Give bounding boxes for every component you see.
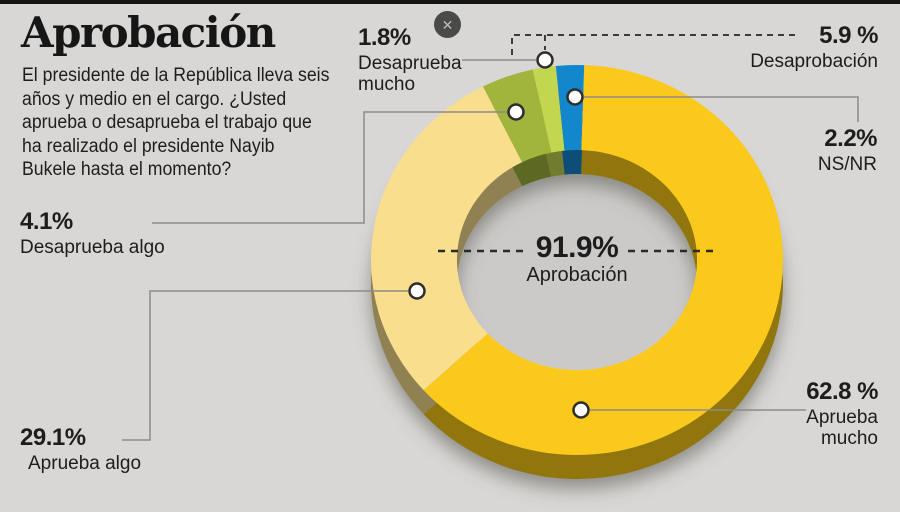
description-line: ha realizado el presidente Nayib	[22, 135, 275, 157]
callout-value: 4.1%	[20, 208, 73, 235]
pie-segment	[532, 66, 565, 153]
callout-desaprueba-mucho: 1.8% Desaprueba mucho	[358, 24, 470, 96]
callout-label: Desaprueba mucho	[358, 53, 462, 95]
leader-line	[122, 290, 408, 441]
donut-hole	[457, 150, 697, 370]
leader-dot	[566, 88, 584, 106]
callout-value: 62.8 %	[806, 378, 878, 405]
disapproval-bracket	[511, 34, 800, 55]
callout-center-total: 91.9% Aprobación	[477, 231, 677, 287]
callout-value: 29.1%	[20, 424, 86, 451]
page-title: Aprobación	[21, 8, 276, 57]
center-total-value: 91.9%	[535, 231, 619, 264]
close-button[interactable]: ✕	[434, 11, 461, 38]
leader-dot	[507, 103, 525, 121]
pie-segment	[555, 64, 585, 151]
pie-segment	[370, 86, 523, 391]
description-line: años y medio en el cargo. ¿Usted	[22, 88, 287, 110]
callout-label: Desaprobación	[750, 51, 878, 72]
top-border-bar	[0, 0, 900, 4]
callout-value: 1.8%	[358, 24, 411, 51]
callout-desaprueba-algo: 4.1% Desaprueba algo	[20, 208, 200, 259]
callout-desaprobacion: 5.9 % Desaprobación	[708, 22, 878, 73]
close-icon: ✕	[441, 16, 454, 33]
callout-label: Desaprueba algo	[20, 237, 165, 258]
callout-aprueba-algo: 29.1% Aprueba algo	[20, 424, 180, 475]
description-line: El presidente de la República lleva seis	[22, 65, 330, 86]
description-line: aprueba o desaprueba el trabajo que	[22, 112, 312, 133]
callout-label: Aprueba algo	[28, 453, 142, 474]
callout-aprueba-mucho: 62.8 % Aprueba mucho	[778, 378, 878, 450]
leader-line	[152, 111, 507, 224]
pie-segment	[423, 65, 783, 455]
callout-nsnr: 2.2% NS/NR	[757, 125, 878, 176]
chart-description: El presidente de la República lleva seis…	[22, 64, 349, 182]
description-line: Bukele hasta el momento?	[22, 159, 232, 180]
callout-label: Aprueba mucho	[806, 407, 878, 449]
callout-label: NS/NR	[817, 154, 877, 175]
leader-line	[584, 96, 859, 122]
leader-dot	[408, 282, 426, 300]
callout-value: 5.9 %	[819, 22, 878, 49]
leader-dot	[536, 51, 554, 69]
callout-value: 2.2%	[824, 125, 877, 152]
donut-face-layer	[370, 64, 783, 455]
leader-dot	[572, 401, 590, 419]
center-total-label: Aprobación	[526, 264, 628, 286]
